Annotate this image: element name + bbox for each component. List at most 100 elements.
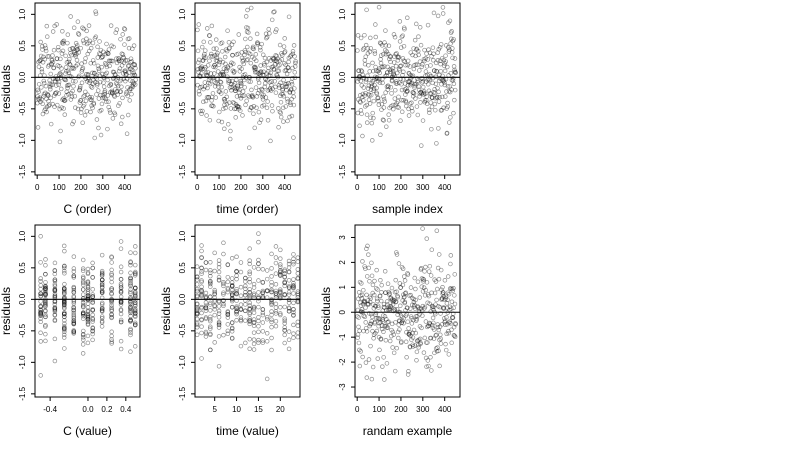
data-point	[90, 70, 95, 76]
data-point	[221, 290, 226, 295]
data-point	[205, 85, 210, 91]
data-point	[43, 301, 48, 307]
data-point	[85, 281, 91, 287]
data-point	[128, 78, 133, 83]
data-point	[268, 58, 274, 63]
data-point	[77, 85, 83, 91]
data-point	[255, 40, 260, 45]
data-point	[109, 286, 114, 291]
data-point	[247, 293, 252, 298]
data-points	[194, 231, 301, 382]
data-point	[443, 94, 448, 99]
data-point	[91, 101, 96, 107]
data-point	[212, 291, 217, 297]
data-point	[108, 82, 114, 88]
data-point	[208, 51, 214, 57]
data-point	[286, 306, 292, 311]
data-point	[85, 270, 91, 275]
y-tick-label: -1.0	[178, 355, 187, 369]
data-point	[216, 311, 222, 316]
data-point	[269, 298, 274, 303]
data-point	[295, 323, 301, 328]
data-point	[118, 36, 123, 42]
data-point	[247, 319, 252, 324]
data-point	[359, 69, 365, 74]
data-point	[116, 103, 121, 108]
data-point	[212, 298, 217, 303]
data-point	[444, 305, 450, 311]
data-point	[243, 292, 248, 298]
data-point	[200, 66, 205, 72]
data-point	[295, 330, 301, 335]
data-point	[450, 76, 456, 81]
data-point	[41, 54, 46, 60]
data-point	[238, 269, 244, 275]
data-point	[90, 40, 96, 46]
data-point	[358, 100, 363, 105]
data-point	[400, 314, 405, 320]
data-point	[194, 274, 200, 280]
data-point	[90, 331, 95, 337]
data-point	[282, 280, 287, 285]
data-point	[50, 82, 55, 87]
data-point	[220, 70, 225, 75]
data-point	[234, 52, 240, 57]
data-point	[280, 92, 286, 97]
data-point	[229, 87, 234, 93]
data-point	[225, 287, 231, 292]
data-point	[99, 320, 105, 325]
data-point	[425, 358, 431, 363]
data-point	[401, 316, 407, 321]
data-point	[90, 307, 95, 313]
data-point	[106, 47, 112, 52]
data-point	[229, 305, 235, 310]
data-point	[221, 240, 226, 246]
data-point	[38, 304, 43, 310]
data-point	[435, 13, 441, 19]
data-point	[85, 322, 91, 327]
data-point	[377, 66, 382, 71]
data-point	[225, 74, 230, 79]
data-point	[414, 47, 419, 53]
data-point	[355, 314, 360, 319]
data-point	[380, 319, 386, 324]
data-point	[85, 340, 91, 346]
data-point	[132, 62, 137, 67]
data-point	[199, 317, 204, 322]
data-point	[273, 53, 278, 58]
data-point	[77, 87, 82, 93]
data-point	[289, 96, 294, 102]
data-point	[199, 292, 204, 298]
data-point	[448, 115, 453, 120]
data-point	[132, 290, 138, 296]
data-point	[251, 330, 257, 335]
data-point	[291, 280, 296, 286]
data-point	[255, 42, 260, 47]
data-point	[75, 19, 81, 24]
data-point	[359, 281, 364, 286]
data-point	[292, 70, 298, 75]
data-point	[255, 40, 261, 46]
data-point	[418, 341, 423, 347]
data-point	[71, 301, 77, 306]
data-point	[204, 95, 210, 100]
data-point	[203, 331, 209, 336]
y-tick-label: 0.5	[18, 40, 27, 52]
data-point	[288, 102, 293, 108]
data-point	[432, 90, 438, 96]
data-point	[436, 46, 442, 52]
data-point	[62, 296, 67, 301]
data-point	[43, 291, 48, 296]
data-point	[264, 376, 270, 382]
data-point	[384, 325, 389, 330]
data-point	[113, 76, 119, 81]
data-point	[374, 91, 380, 97]
data-point	[132, 300, 138, 305]
data-point	[291, 283, 296, 288]
data-point	[74, 45, 79, 50]
data-point	[62, 305, 67, 310]
data-point	[80, 310, 86, 315]
data-point	[212, 307, 217, 312]
data-point	[85, 290, 91, 296]
data-point	[425, 77, 430, 83]
